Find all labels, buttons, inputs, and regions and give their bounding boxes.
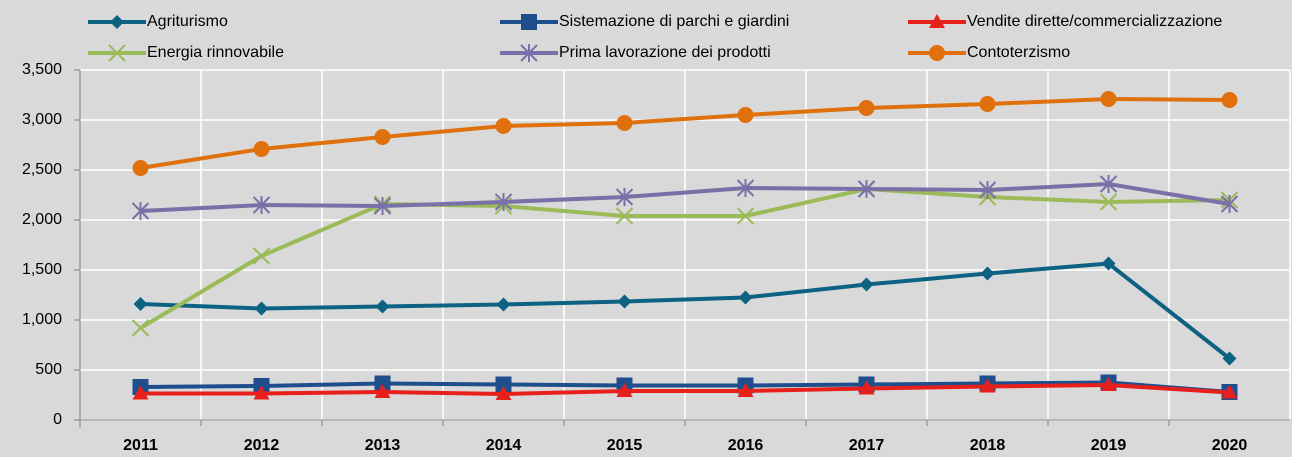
x-tick-label: 2015 xyxy=(607,437,643,454)
data-point xyxy=(132,160,149,176)
legend-marker xyxy=(521,14,537,30)
x-tick-label: 2012 xyxy=(244,437,280,454)
data-point xyxy=(858,380,875,395)
data-point xyxy=(1099,193,1118,211)
data-point xyxy=(373,197,392,215)
data-point xyxy=(494,193,513,211)
x-tick-label: 2016 xyxy=(728,437,764,454)
data-point xyxy=(1222,351,1237,366)
data-point xyxy=(1220,195,1239,213)
x-tick-label: 2017 xyxy=(849,437,885,454)
data-point xyxy=(737,383,754,397)
y-tick-label: 500 xyxy=(35,361,62,378)
data-point xyxy=(374,384,391,398)
x-tick-label: 2013 xyxy=(365,437,401,454)
data-point xyxy=(252,247,271,265)
y-tick-label: 2,000 xyxy=(22,211,62,228)
data-point xyxy=(1099,175,1118,193)
data-point xyxy=(617,294,632,309)
data-point xyxy=(615,207,634,225)
data-point xyxy=(131,202,150,220)
y-tick-label: 0 xyxy=(53,411,62,428)
data-point xyxy=(253,385,270,400)
legend-marker xyxy=(110,15,124,29)
data-point xyxy=(738,290,753,305)
data-point xyxy=(736,207,755,225)
data-point xyxy=(495,386,512,400)
data-point xyxy=(978,181,997,199)
legend-label: Energia rinnovabile xyxy=(147,44,284,61)
x-tick-label: 2018 xyxy=(970,437,1006,454)
data-point xyxy=(615,188,634,206)
data-point xyxy=(131,319,150,337)
data-point xyxy=(253,141,270,157)
x-tick-label: 2019 xyxy=(1091,437,1127,454)
data-point xyxy=(374,129,391,145)
series-line xyxy=(140,97,1230,170)
series-line xyxy=(140,383,1230,396)
series-line xyxy=(139,187,1230,330)
data-point xyxy=(252,196,271,214)
legend-marker xyxy=(108,44,126,62)
data-point xyxy=(616,115,633,131)
legend-label: Contoterzismo xyxy=(967,44,1070,61)
data-point xyxy=(1221,92,1238,108)
legend-marker xyxy=(929,45,945,61)
data-point xyxy=(374,375,391,392)
data-point xyxy=(495,118,512,134)
legend-marker xyxy=(929,14,945,28)
data-point xyxy=(495,376,512,393)
y-tick-label: 3,500 xyxy=(22,61,62,78)
x-tick-label: 2011 xyxy=(123,437,158,454)
series-line xyxy=(140,380,1230,394)
legend-label: Agriturismo xyxy=(147,13,228,30)
series-line xyxy=(140,261,1231,361)
data-point xyxy=(979,96,996,112)
legend-marker xyxy=(520,44,538,62)
x-tick-label: 2020 xyxy=(1212,437,1248,454)
y-tick-label: 1,500 xyxy=(22,261,62,278)
data-point xyxy=(375,299,390,314)
data-point xyxy=(132,385,149,400)
data-point xyxy=(980,266,995,281)
series-line xyxy=(140,182,1230,213)
legend-label: Sistemazione di parchi e giardini xyxy=(559,13,789,30)
data-point xyxy=(616,383,633,397)
legend-label: Vendite dirette/commercializzazione xyxy=(967,13,1222,30)
y-tick-label: 1,000 xyxy=(22,311,62,328)
data-point xyxy=(1100,377,1117,391)
data-point xyxy=(133,297,148,311)
legend-label: Prima lavorazione dei prodotti xyxy=(559,44,771,61)
data-point xyxy=(1100,91,1117,107)
data-point xyxy=(857,180,876,198)
data-point xyxy=(1221,384,1238,399)
data-point xyxy=(737,107,754,123)
y-tick-label: 2,500 xyxy=(22,161,62,178)
data-point xyxy=(496,297,511,312)
data-point xyxy=(254,301,269,316)
data-point xyxy=(736,179,755,197)
data-point xyxy=(859,277,874,292)
x-tick-label: 2014 xyxy=(486,437,522,454)
data-point xyxy=(1101,256,1116,271)
data-point xyxy=(979,378,996,393)
y-tick-label: 3,000 xyxy=(22,111,62,128)
data-point xyxy=(858,100,875,116)
